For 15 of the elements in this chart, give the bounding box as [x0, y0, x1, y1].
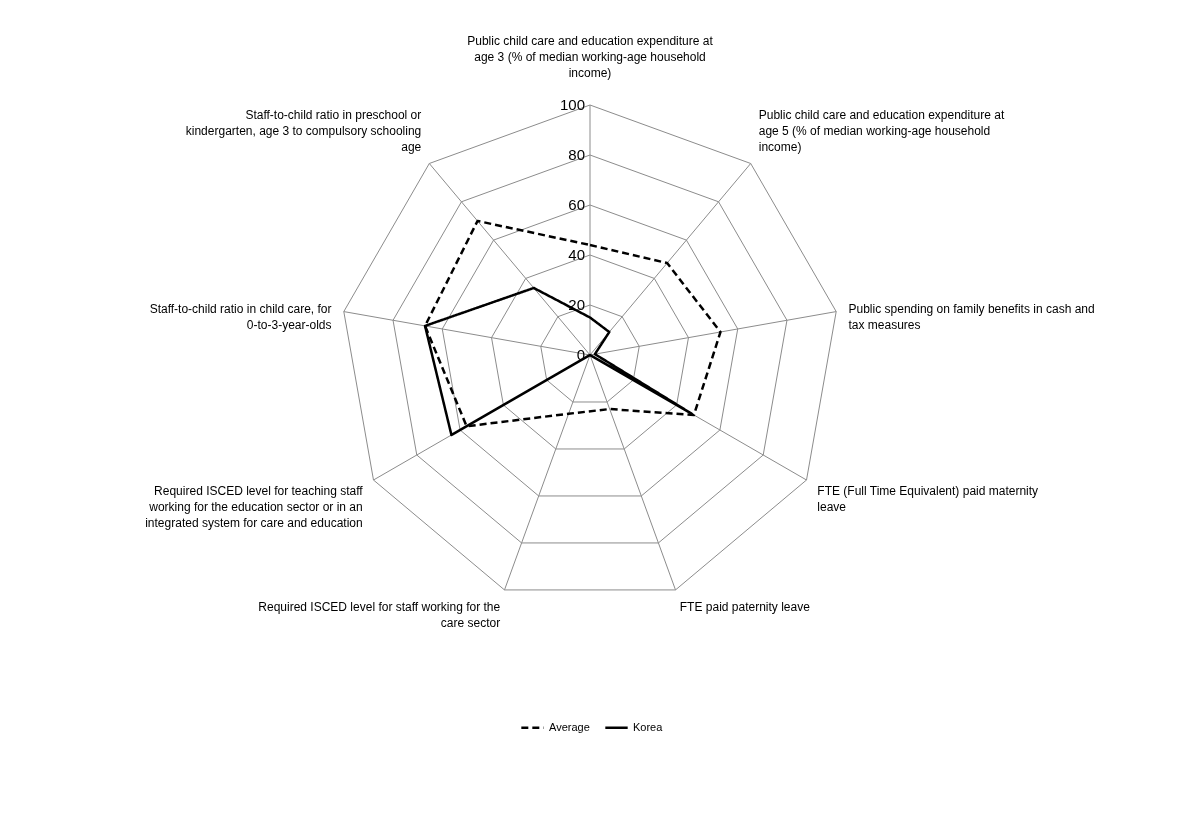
y-tick-label: 100	[559, 96, 585, 113]
legend-label: Average	[549, 720, 590, 733]
spoke-label: Public child care and education expenditure at age 5 (% of median working-age household income)	[758, 107, 1005, 154]
spoke-label: Required ISCED level for teaching staff working for the education sector or in an integrated system for care and education	[145, 484, 364, 531]
spoke-label: Public child care and education expenditure at age 3 (% of median working-age household income)	[467, 34, 714, 80]
spoke-label: FTE (Full Time Equivalent) paid maternity leave	[817, 484, 1039, 515]
spoke-label: Staff-to-child ratio in child care, for 0-to-3-year-olds	[149, 302, 332, 333]
spoke-label: FTE paid paternity leave	[679, 599, 811, 614]
spoke-label: Staff-to-child ratio in preschool or kindergarten, age 3 to compulsory schooling age	[185, 107, 422, 154]
legend-label: Korea	[633, 720, 664, 733]
spoke-label: Required ISCED level for staff working for the care sector	[258, 599, 501, 630]
spoke-label: Public spending on family benefits in cash and tax measures	[848, 302, 1095, 333]
y-tick-label: 40	[568, 246, 585, 263]
y-tick-label: 80	[568, 146, 585, 163]
y-tick-label: 60	[568, 196, 585, 213]
